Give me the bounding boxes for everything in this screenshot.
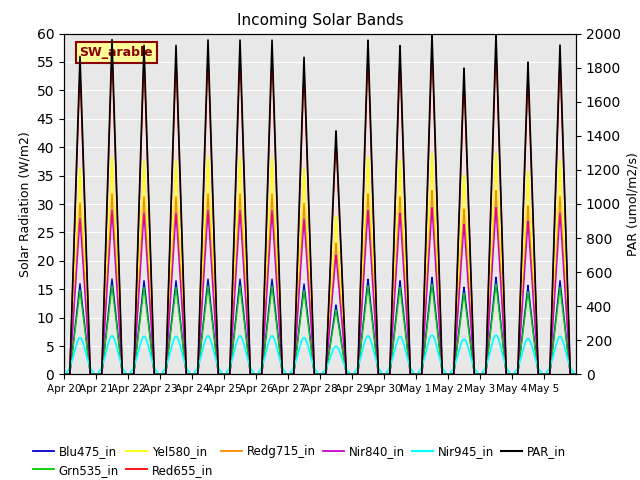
Y-axis label: Solar Radiation (W/m2): Solar Radiation (W/m2) bbox=[18, 131, 31, 277]
Legend: Blu475_in, Grn535_in, Yel580_in, Red655_in, Redg715_in, Nir840_in, Nir945_in, PA: Blu475_in, Grn535_in, Yel580_in, Red655_… bbox=[28, 440, 571, 480]
Title: Incoming Solar Bands: Incoming Solar Bands bbox=[237, 13, 403, 28]
Text: SW_arable: SW_arable bbox=[79, 46, 153, 59]
Y-axis label: PAR (umol/m2/s): PAR (umol/m2/s) bbox=[627, 152, 639, 256]
